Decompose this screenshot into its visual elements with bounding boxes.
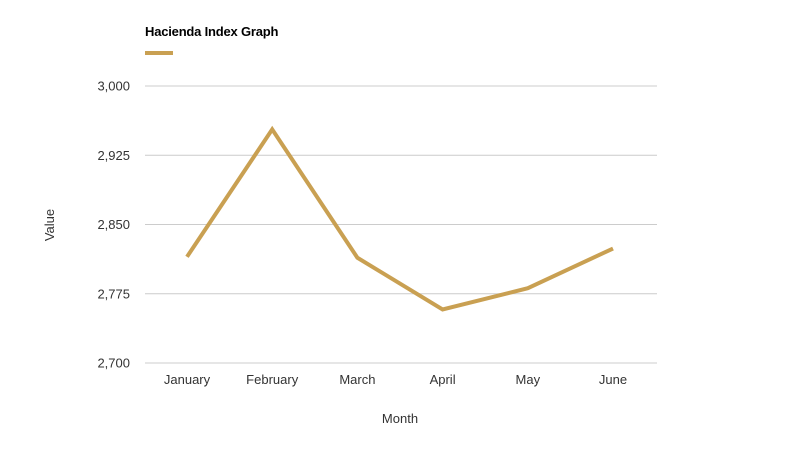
y-tick-label: 2,925 <box>97 148 130 163</box>
y-tick-label: 3,000 <box>97 79 130 94</box>
y-tick-label: 2,850 <box>97 217 130 232</box>
x-tick-label: June <box>599 372 627 387</box>
gridlines <box>145 85 657 364</box>
series-group <box>185 125 614 312</box>
x-axis-label: Month <box>382 411 418 426</box>
y-tick-label: 2,700 <box>97 356 130 371</box>
series-line <box>185 125 614 312</box>
y-tick-label: 2,775 <box>97 286 130 301</box>
legend-swatch <box>145 51 173 55</box>
x-tick-label: March <box>339 372 375 387</box>
x-tick-label: February <box>246 372 299 387</box>
legend: Hacienda Index Graph <box>145 24 278 55</box>
x-tick-label: April <box>430 372 456 387</box>
y-tick-labels: 2,700 2,775 2,850 2,925 3,000 <box>97 79 130 371</box>
x-tick-label: May <box>516 372 541 387</box>
x-tick-label: January <box>164 372 211 387</box>
legend-label: Hacienda Index Graph <box>145 24 279 39</box>
y-axis-label: Value <box>42 209 57 241</box>
x-tick-labels: January February March April May June <box>164 372 627 387</box>
